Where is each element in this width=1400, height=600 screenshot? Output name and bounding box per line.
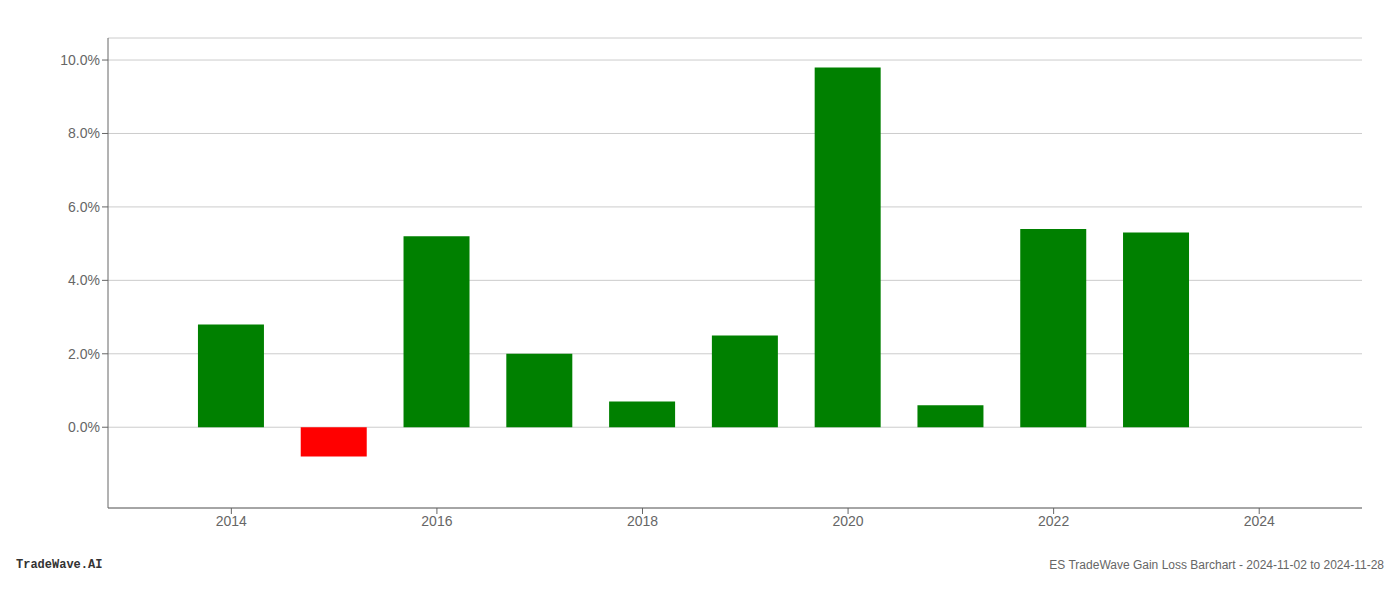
svg-text:10.0%: 10.0% [60,52,100,68]
html-text:ES TradeWave Gain Loss Barchar: ES TradeWave Gain Loss Barchart - 2024-1… [1049,558,1384,572]
svg-text:2.0%: 2.0% [68,346,100,362]
html-text:TradeWave.AI: TradeWave.AI [16,558,103,572]
svg-text:4.0%: 4.0% [68,272,100,288]
svg-text:2014: 2014 [216,513,247,529]
svg-text:8.0%: 8.0% [68,125,100,141]
svg-text:6.0%: 6.0% [68,199,100,215]
svg-text:2018: 2018 [627,513,658,529]
svg-text:2016: 2016 [421,513,452,529]
svg-text:2024: 2024 [1244,513,1275,529]
svg-text:0.0%: 0.0% [68,419,100,435]
svg-text:2022: 2022 [1038,513,1069,529]
svg-text:2020: 2020 [832,513,863,529]
